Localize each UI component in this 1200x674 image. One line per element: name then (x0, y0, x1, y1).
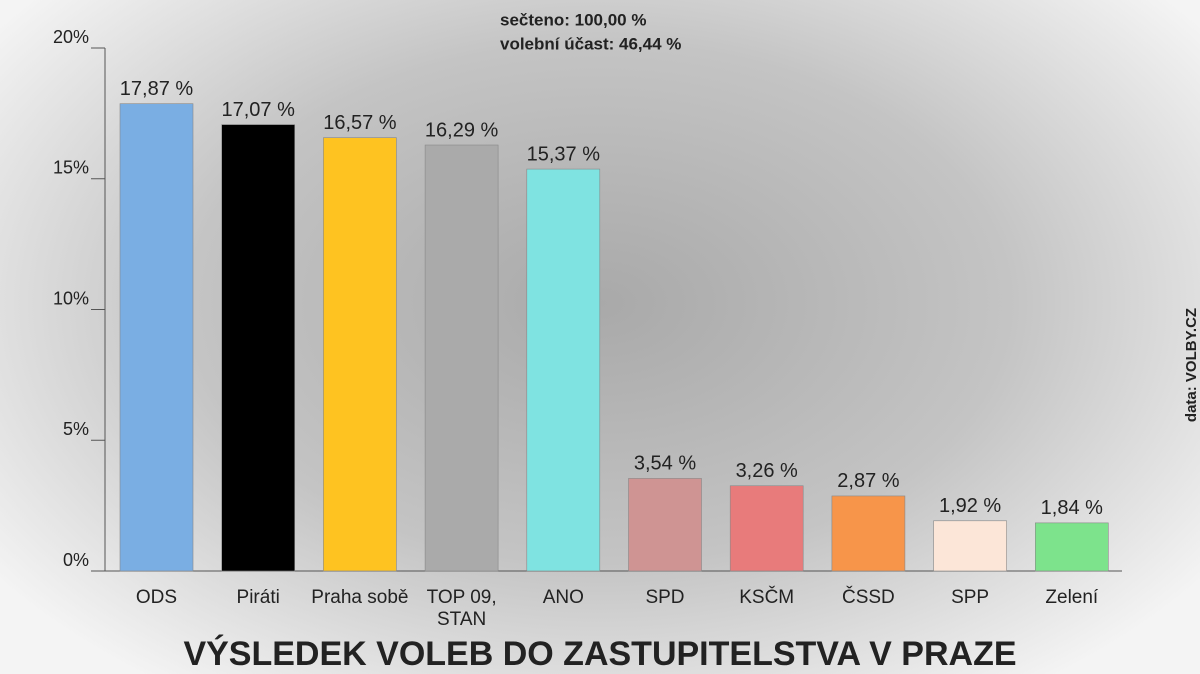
value-label: 16,29 % (425, 119, 499, 141)
x-tick-label: ANO (542, 587, 584, 608)
bar (831, 495, 906, 572)
y-tick-label: 0% (63, 550, 89, 570)
value-label: 1,92 % (939, 495, 1001, 517)
bar (424, 144, 499, 572)
source: data: VOLBY.CZ (1183, 308, 1200, 422)
x-tick-label: TOP 09, STAN (426, 587, 497, 630)
annotation: volební účast: 46,44 % (500, 34, 681, 53)
bar (526, 168, 601, 572)
x-tick-label: ČSSD (841, 587, 895, 608)
annotation: sečteno: 100,00 % (500, 10, 646, 29)
value-label: 3,54 % (634, 453, 696, 475)
bar (1035, 522, 1109, 572)
x-tick-label: ODS (135, 587, 178, 608)
y-tick-label: 5% (63, 419, 89, 439)
bar (729, 485, 804, 572)
y-tick-label: 15% (53, 158, 89, 178)
bar (933, 520, 1007, 572)
value-label: 1,84 % (1041, 497, 1103, 519)
value-label: 17,87 % (120, 78, 194, 100)
value-label: 15,37 % (527, 143, 601, 165)
x-tick-label: Piráti (236, 587, 280, 608)
bar (119, 103, 194, 572)
bar (221, 124, 295, 572)
y-tick-label: 20% (53, 27, 89, 47)
x-tick-label: Zelení (1045, 587, 1099, 608)
x-tick-label: SPD (645, 587, 685, 608)
value-label: 2,87 % (837, 470, 899, 492)
y-tick-label: 10% (53, 288, 89, 308)
chart-title: VÝSLEDEK VOLEB DO ZASTUPITELSTVA V PRAZE (183, 635, 1016, 673)
x-tick-label: SPP (951, 587, 990, 608)
x-tick-label: Praha sobě (311, 587, 409, 608)
value-label: 3,26 % (736, 460, 798, 482)
bar (323, 137, 397, 572)
bar (628, 478, 702, 572)
value-label: 17,07 % (222, 99, 296, 121)
value-label: 16,57 % (323, 112, 397, 134)
x-tick-label: KSČM (739, 587, 795, 608)
